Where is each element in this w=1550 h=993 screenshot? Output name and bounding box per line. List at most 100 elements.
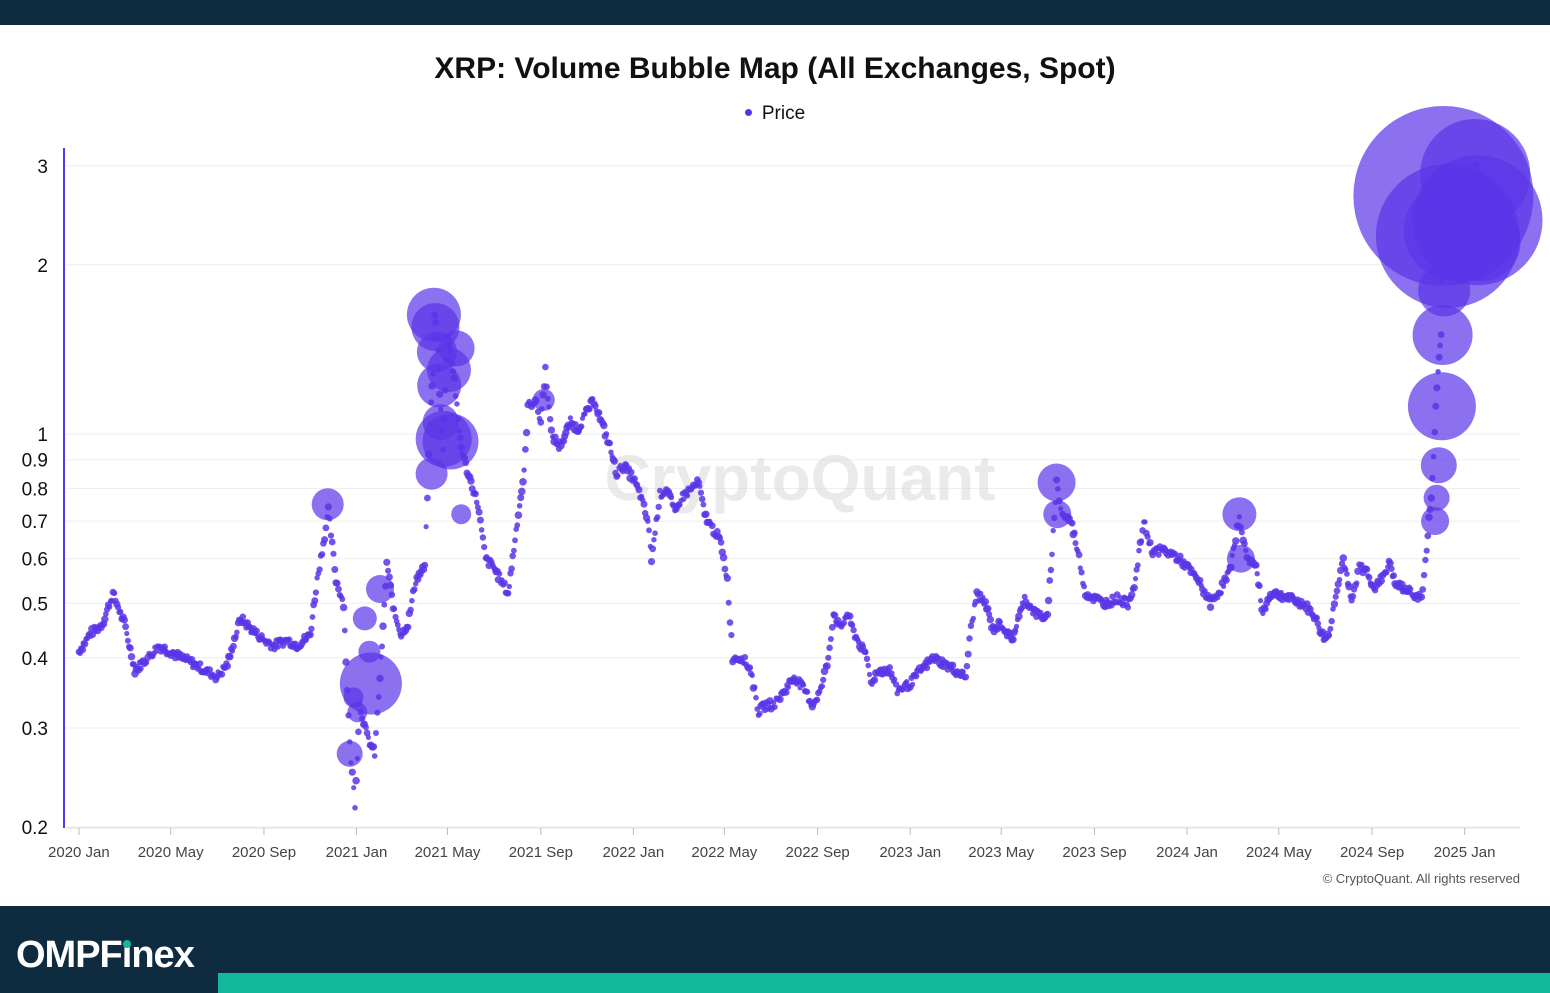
price-point (517, 494, 525, 502)
price-point (1071, 529, 1078, 537)
price-point (865, 662, 871, 669)
chart-legend[interactable]: Price (0, 103, 1550, 125)
price-point (1330, 600, 1339, 608)
price-point (1047, 566, 1055, 574)
price-point (751, 684, 758, 690)
price-point (590, 396, 596, 402)
x-tick-label: 2024 Sep (1340, 844, 1404, 861)
price-point (101, 615, 109, 623)
price-point (586, 405, 593, 413)
price-point (1262, 605, 1269, 613)
price-point (385, 567, 392, 574)
price-point (818, 683, 826, 690)
price-point (379, 622, 387, 630)
price-point (124, 630, 130, 637)
price-point (479, 534, 487, 541)
price-point (591, 402, 599, 410)
price-point (963, 662, 971, 670)
price-point (970, 615, 976, 622)
price-point (631, 475, 638, 483)
price-point (719, 553, 728, 562)
price-point (1232, 537, 1240, 545)
price-point (518, 487, 526, 496)
price-point (505, 590, 512, 597)
price-point (239, 613, 247, 621)
volume-bubble (1421, 507, 1450, 536)
price-point (206, 666, 213, 673)
price-point (1343, 566, 1349, 573)
footer-accent-stripe (218, 973, 1550, 993)
price-point (1078, 569, 1085, 576)
price-point (369, 743, 378, 751)
price-point (392, 613, 399, 621)
price-point (1256, 582, 1263, 590)
price-point (481, 544, 488, 551)
price-point (984, 605, 992, 613)
price-point (362, 724, 369, 731)
price-point (981, 598, 989, 606)
price-point (801, 682, 807, 688)
volume-bubble (438, 330, 475, 367)
price-point (567, 415, 574, 421)
x-tick-label: 2024 May (1246, 844, 1312, 861)
price-point (578, 423, 585, 430)
x-tick-label: 2020 May (138, 844, 204, 861)
price-point (1417, 593, 1426, 601)
volume-bubble (311, 488, 344, 521)
price-point (595, 409, 603, 416)
price-point (960, 669, 966, 675)
top-bar (0, 0, 1550, 25)
price-point (511, 547, 517, 554)
price-point (1344, 571, 1350, 577)
price-point (522, 428, 531, 437)
price-point (1222, 576, 1230, 584)
price-point (226, 653, 234, 661)
y-tick-label: 2 (37, 256, 48, 277)
price-point (127, 653, 136, 661)
price-point (647, 558, 656, 566)
price-point (117, 608, 124, 615)
y-tick-label: 0.6 (22, 550, 48, 571)
x-tick-label: 2021 May (415, 844, 481, 861)
price-point (514, 511, 523, 519)
price-point (521, 467, 527, 473)
price-point (1146, 539, 1154, 547)
price-point (697, 483, 703, 489)
price-point (1339, 554, 1348, 562)
price-point (224, 662, 232, 670)
price-point (522, 446, 529, 453)
volume-bubble (366, 575, 394, 603)
price-point (1128, 591, 1136, 599)
price-point (1044, 596, 1053, 605)
price-point (726, 619, 734, 626)
price-point (741, 654, 749, 661)
price-point (627, 468, 635, 476)
price-point (476, 516, 484, 524)
price-point (912, 672, 920, 680)
price-point (608, 449, 614, 455)
price-point (308, 625, 315, 632)
price-point (804, 688, 811, 695)
brand-i-stem: ı (121, 934, 133, 976)
volume-bubble (532, 388, 555, 411)
price-point (1218, 590, 1224, 596)
price-point (423, 524, 429, 530)
price-point (475, 508, 483, 516)
price-point (866, 671, 873, 678)
legend-label: Price (761, 103, 806, 124)
price-point (506, 583, 512, 590)
price-point (472, 490, 479, 498)
price-point (1313, 614, 1320, 622)
price-point (697, 489, 705, 496)
price-point (1258, 598, 1264, 604)
price-point (651, 537, 657, 543)
price-point (334, 579, 341, 587)
copyright-text: © CryptoQuant. All rights reserved (1322, 871, 1520, 886)
price-point (1134, 562, 1141, 569)
price-point (1050, 527, 1056, 534)
price-point (509, 552, 516, 560)
price-point (962, 673, 970, 681)
price-point (948, 661, 957, 669)
price-point (542, 363, 549, 371)
price-point (404, 623, 412, 631)
